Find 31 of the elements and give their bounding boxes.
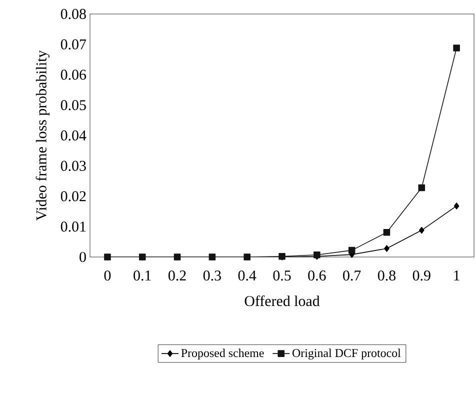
x-tick-label: 0.2 bbox=[168, 270, 186, 281]
point bbox=[348, 246, 356, 254]
x-tick-label: 0.3 bbox=[203, 270, 221, 281]
x-tick-label: 0 bbox=[104, 270, 111, 281]
point bbox=[384, 245, 390, 252]
x-tick-label: 0.6 bbox=[308, 270, 326, 281]
y-tick-label: 0.03 bbox=[60, 160, 86, 171]
y-tick-label: 0.07 bbox=[60, 39, 86, 50]
x-tick-label: 1 bbox=[454, 270, 460, 280]
point bbox=[418, 184, 426, 192]
legend-label: Original DCF protocol bbox=[292, 348, 401, 360]
y-tick-label: 0.01 bbox=[60, 222, 86, 232]
point bbox=[454, 202, 460, 210]
point bbox=[383, 229, 390, 236]
x-tick-label: 0.8 bbox=[378, 270, 396, 281]
x-tick-label: 0.9 bbox=[412, 270, 430, 281]
legend-label: Proposed scheme bbox=[181, 348, 264, 360]
y-tick-label: 0 bbox=[80, 252, 86, 262]
y-tick-label: 0.05 bbox=[60, 100, 86, 110]
x-tick-label: 0.5 bbox=[273, 270, 291, 281]
x-tick-label: 0.1 bbox=[134, 270, 151, 281]
y-tick-label: 0.04 bbox=[60, 130, 86, 141]
y-tick-label: 0.02 bbox=[60, 191, 86, 202]
x-axis-title: Offered load bbox=[244, 295, 320, 306]
y-axis-title: Video frame loss probability bbox=[36, 50, 50, 221]
y-tick-label: 0.08 bbox=[60, 8, 86, 20]
point bbox=[453, 44, 460, 52]
x-tick-label: 0.7 bbox=[343, 270, 361, 281]
point bbox=[419, 226, 424, 234]
x-tick-label: 0.4 bbox=[238, 270, 256, 281]
y-tick-label: 0.06 bbox=[60, 70, 86, 80]
